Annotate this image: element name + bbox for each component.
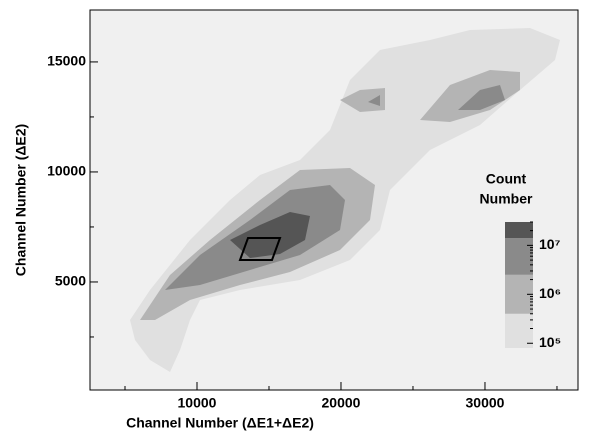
y-tick-label: 15000 [47, 53, 86, 69]
y-tick-label: 10000 [47, 163, 86, 179]
x-axis-label: Channel Number (ΔE1+ΔE2) [126, 415, 314, 431]
colorbar-title: Number [480, 191, 533, 207]
y-axis-label: Channel Number (ΔE2) [13, 124, 29, 276]
x-tick-label: 20000 [322, 395, 361, 411]
colorbar-title: Count [486, 171, 527, 187]
contour-region [230, 212, 310, 258]
plot-frame [89, 9, 579, 391]
colorbar-band [505, 222, 533, 239]
colorbar-tick-label: 10⁵ [539, 334, 561, 350]
x-tick-label: 30000 [466, 395, 505, 411]
colorbar-tick-label: 10⁷ [539, 236, 561, 252]
colorbar-tick-label: 10⁶ [539, 285, 561, 301]
y-tick-label: 5000 [55, 273, 86, 289]
x-tick-label: 10000 [178, 395, 217, 411]
colorbar-band [505, 313, 533, 348]
colorbar-band [505, 238, 533, 275]
selection-box [238, 237, 282, 261]
